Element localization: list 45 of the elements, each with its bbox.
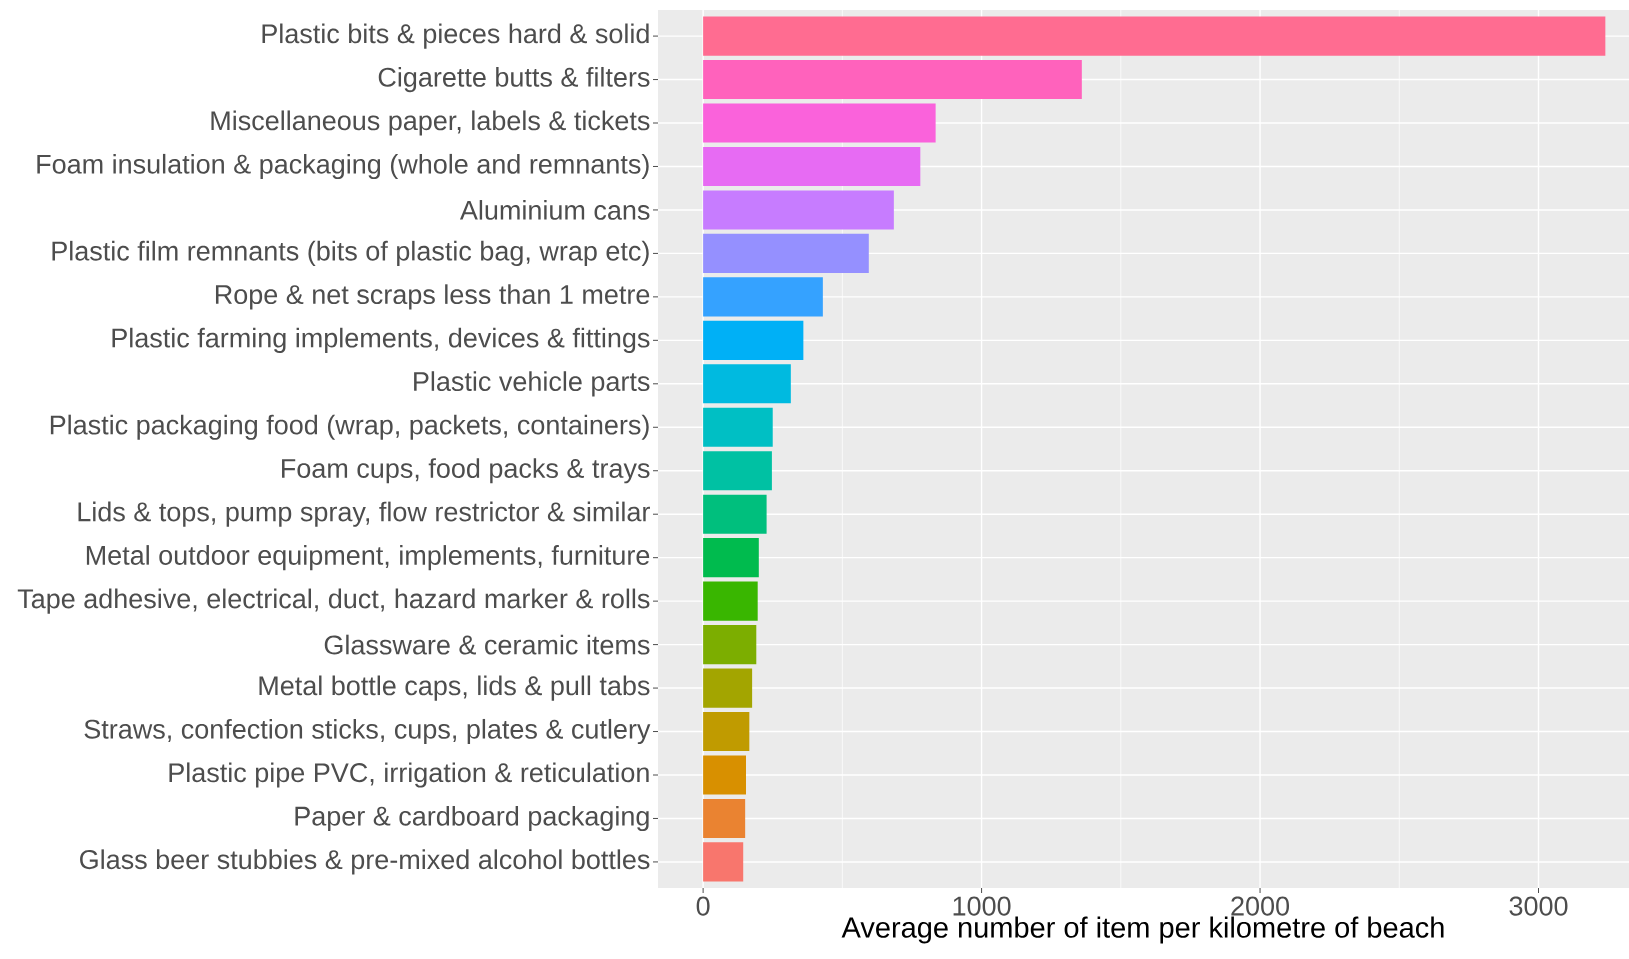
y-tick-label: Tape adhesive, electrical, duct, hazard marker & rolls <box>17 588 650 614</box>
y-tick-label: Lids & tops, pump spray, flow restrictor & similar <box>78 501 650 527</box>
bar <box>703 407 773 447</box>
bar <box>703 711 750 752</box>
y-tick-label: Rope & net scraps less than 1 metre <box>215 284 650 310</box>
y-tick-label: Metal bottle caps, lids & pull tabs <box>259 675 650 701</box>
y-tick-label: Cigarette butts & filters <box>378 66 650 93</box>
x-tick-label: 3000 <box>1509 896 1568 916</box>
y-tick-label: Plastic film remnants (bits of plastic bag, wrap etc) <box>52 240 649 266</box>
x-tick-label: 2000 <box>1231 896 1290 916</box>
bar <box>703 538 759 578</box>
x-tick-label: 0 <box>696 896 710 916</box>
bar <box>703 798 746 839</box>
y-tick-label: Foam cups, food packs & trays <box>282 458 650 484</box>
y-tick-label: Plastic packaging food (wrap, packets, containers) <box>50 414 649 440</box>
bar <box>703 364 791 404</box>
y-tick-label: Plastic vehicle parts <box>414 371 650 397</box>
bar <box>703 625 757 665</box>
bar <box>703 103 936 143</box>
y-tick-label: Metal outdoor equipment, implements, furniture <box>86 545 650 571</box>
y-tick-label: Glass beer stubbies & pre-mixed alcohol bottles <box>80 849 650 875</box>
y-tick-label: Plastic bits & pieces hard & solid <box>262 23 649 49</box>
y-tick-label: Paper & cardboard packaging <box>295 805 649 832</box>
bar <box>703 16 1606 56</box>
bar <box>703 233 869 273</box>
bar <box>703 451 772 491</box>
x-axis-title: Average number of item per kilometre of beach <box>841 916 1444 944</box>
y-tick-label: Plastic farming implements, devices & fittings <box>112 327 650 353</box>
y-tick-label: Glassware & ceramic items <box>324 634 650 655</box>
x-tick-label: 1000 <box>953 896 1011 916</box>
bar <box>703 755 746 795</box>
bar <box>703 581 758 621</box>
bar <box>703 190 894 230</box>
bar <box>703 277 823 317</box>
y-tick-label: Foam insulation & packaging (whole and remnants) <box>37 153 649 180</box>
bar <box>703 146 921 187</box>
y-tick-label: Miscellaneous paper, labels & tickets <box>211 110 650 136</box>
y-tick-label: Plastic pipe PVC, irrigation & reticulation <box>169 762 649 788</box>
bar <box>703 668 753 708</box>
y-tick-label: Straws, confection sticks, cups, plates & cutlery <box>84 718 651 745</box>
y-tick-label: Aluminium cans <box>459 200 650 220</box>
bar <box>703 320 804 360</box>
bar <box>703 59 1082 100</box>
bar <box>703 494 767 534</box>
bar <box>703 842 744 882</box>
